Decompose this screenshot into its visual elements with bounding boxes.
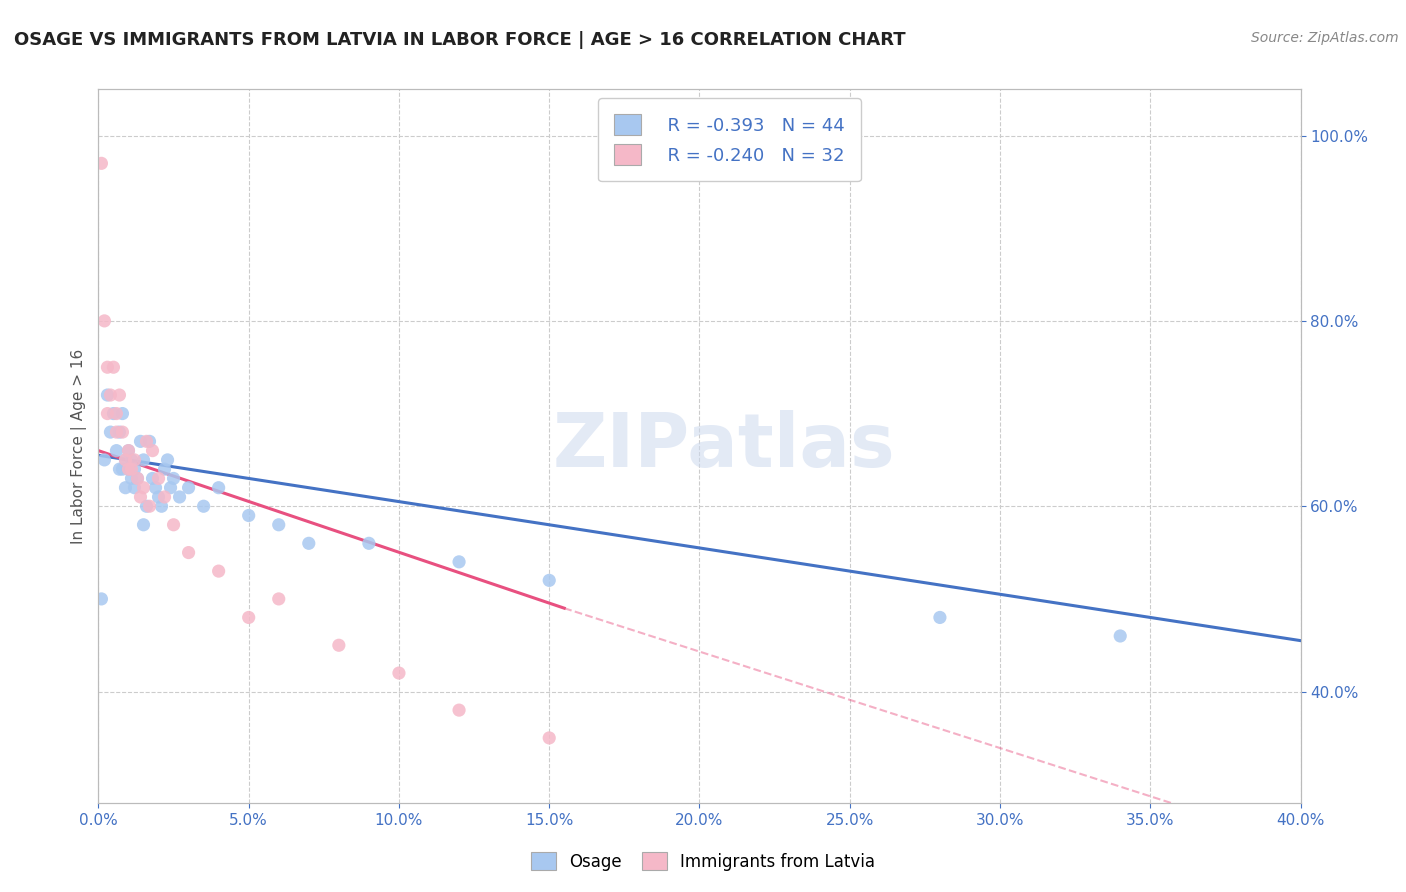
Point xyxy=(132,453,155,467)
Point xyxy=(148,471,170,485)
Point xyxy=(96,388,118,402)
Point xyxy=(117,462,139,476)
Point xyxy=(135,500,157,514)
Point xyxy=(108,425,131,439)
Point xyxy=(150,500,173,514)
Point xyxy=(145,481,167,495)
Point xyxy=(108,462,131,476)
Point xyxy=(111,425,134,439)
Point xyxy=(148,490,170,504)
Point xyxy=(127,471,149,485)
Point xyxy=(447,703,470,717)
Point xyxy=(538,574,561,588)
Point xyxy=(132,517,155,532)
Point xyxy=(111,407,134,421)
Point xyxy=(162,517,184,532)
Point xyxy=(114,453,136,467)
Point xyxy=(100,425,122,439)
Legend: Osage, Immigrants from Latvia: Osage, Immigrants from Latvia xyxy=(523,844,883,880)
Point xyxy=(208,564,231,578)
Point xyxy=(96,407,118,421)
Point xyxy=(169,490,191,504)
Point xyxy=(90,156,112,170)
Point xyxy=(103,360,125,375)
Text: Source: ZipAtlas.com: Source: ZipAtlas.com xyxy=(1251,31,1399,45)
Point xyxy=(96,360,118,375)
Point xyxy=(117,462,139,476)
Point xyxy=(238,610,260,624)
Point xyxy=(124,453,146,467)
Point xyxy=(117,443,139,458)
Y-axis label: In Labor Force | Age > 16: In Labor Force | Age > 16 xyxy=(72,349,87,543)
Point xyxy=(111,462,134,476)
Point xyxy=(129,490,152,504)
Point xyxy=(162,471,184,485)
Point xyxy=(124,481,146,495)
Point xyxy=(153,490,176,504)
Point xyxy=(105,407,128,421)
Point xyxy=(108,388,131,402)
Point xyxy=(238,508,260,523)
Point xyxy=(538,731,561,745)
Point xyxy=(129,434,152,449)
Point xyxy=(90,591,112,606)
Text: OSAGE VS IMMIGRANTS FROM LATVIA IN LABOR FORCE | AGE > 16 CORRELATION CHART: OSAGE VS IMMIGRANTS FROM LATVIA IN LABOR… xyxy=(14,31,905,49)
Point xyxy=(93,453,115,467)
Point xyxy=(1109,629,1132,643)
Point xyxy=(127,471,149,485)
Point xyxy=(267,591,290,606)
Point xyxy=(267,517,290,532)
Point xyxy=(121,453,143,467)
Point xyxy=(159,481,181,495)
Point xyxy=(114,481,136,495)
Text: ZIPatlas: ZIPatlas xyxy=(553,409,894,483)
Point xyxy=(177,481,200,495)
Point xyxy=(328,638,350,652)
Point xyxy=(135,434,157,449)
Point xyxy=(121,462,143,476)
Point xyxy=(117,443,139,458)
Point xyxy=(141,471,163,485)
Point xyxy=(132,481,155,495)
Point xyxy=(105,425,128,439)
Point xyxy=(103,407,125,421)
Point xyxy=(156,453,179,467)
Legend:   R = -0.393   N = 44,   R = -0.240   N = 32: R = -0.393 N = 44, R = -0.240 N = 32 xyxy=(598,98,860,181)
Point xyxy=(208,481,231,495)
Point xyxy=(114,453,136,467)
Point xyxy=(121,471,143,485)
Point xyxy=(298,536,321,550)
Point xyxy=(100,388,122,402)
Point xyxy=(929,610,952,624)
Point xyxy=(193,500,215,514)
Point xyxy=(141,443,163,458)
Point xyxy=(357,536,380,550)
Point xyxy=(138,500,160,514)
Point xyxy=(177,545,200,559)
Point xyxy=(124,462,146,476)
Point xyxy=(388,666,411,681)
Point xyxy=(93,314,115,328)
Point xyxy=(447,555,470,569)
Point xyxy=(153,462,176,476)
Point xyxy=(138,434,160,449)
Point xyxy=(105,443,128,458)
